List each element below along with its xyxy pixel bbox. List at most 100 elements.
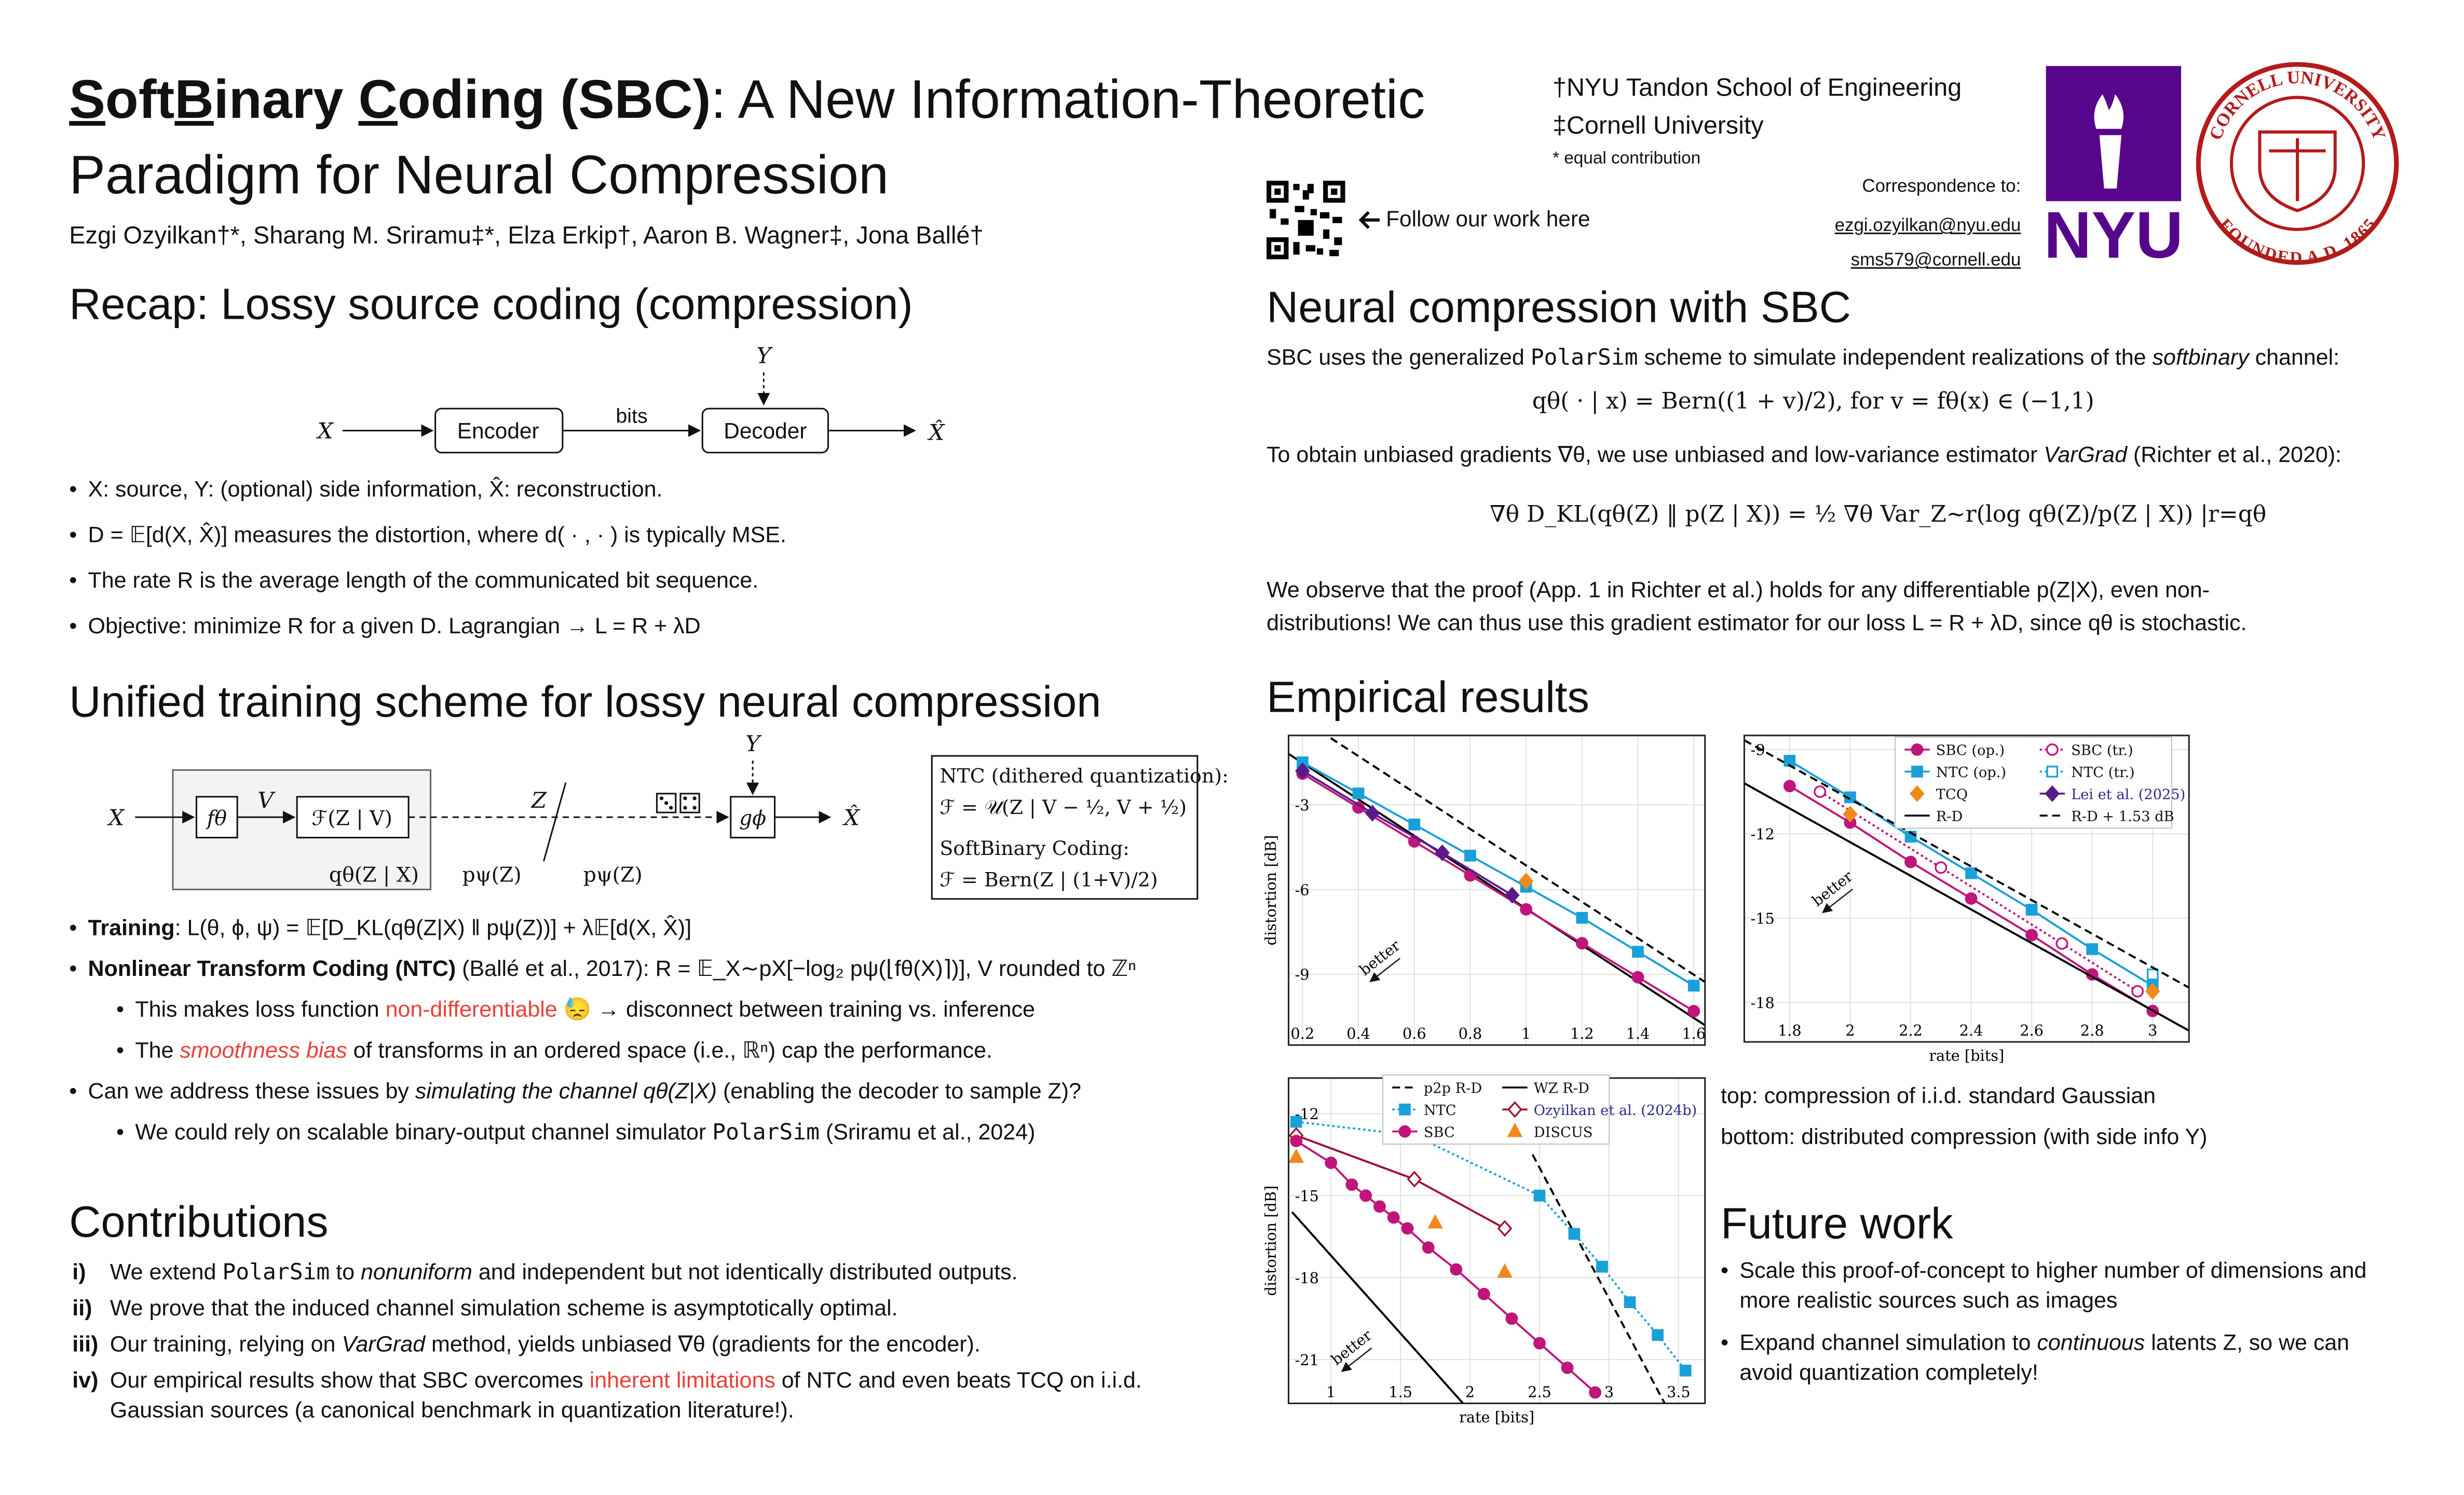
section-title: Recap: Lossy source coding (compression) <box>69 279 913 329</box>
point <box>2055 937 2068 950</box>
title-letter: r <box>292 71 314 131</box>
text-run: channel: <box>2249 346 2340 371</box>
x-tick-label: 1.2 <box>1570 1025 1594 1042</box>
title-letter: C <box>358 71 398 131</box>
text-run: PolarSim <box>712 1120 820 1146</box>
x-tick-label: 3 <box>1604 1383 1614 1401</box>
point <box>1596 1260 1608 1273</box>
text-run: simulating the channel qθ(Z|X) <box>415 1079 717 1105</box>
ntc-box <box>931 755 1199 900</box>
series-line <box>1291 1211 1464 1404</box>
text-run: : L(θ, ϕ, ψ) = 𝔼[D_KL(qθ(Z|X) ‖ pψ(Z))] … <box>174 916 692 942</box>
text-run: of transforms in an ordered space (i.e.,… <box>347 1039 992 1064</box>
text-run: We extend <box>110 1260 223 1286</box>
title-letter: n <box>479 71 512 131</box>
x-tick-label: 0.6 <box>1403 1025 1426 1042</box>
paragraph: SBC uses the generalized PolarSim scheme… <box>1267 346 2414 371</box>
bullet: D = 𝔼[d(X, X̂)] measures the distortion,… <box>69 522 1201 552</box>
point <box>1518 873 1534 890</box>
seal-inner <box>2229 96 2365 232</box>
text-run: Nonlinear Transform Coding (NTC) <box>88 957 456 983</box>
diagram-label: X̂ <box>842 804 861 831</box>
y-tick-label: -15 <box>1751 909 1775 927</box>
text-run: nonuniform <box>361 1260 472 1286</box>
text-run: 😓 → disconnect between training vs. infe… <box>557 998 1035 1023</box>
text-run: continuous <box>2037 1331 2145 1356</box>
text-run: of NTC and even beats TCQ on i.i.d. Gaus… <box>110 1368 1142 1424</box>
point <box>1561 1362 1574 1374</box>
title-letter: B <box>614 71 654 131</box>
point <box>1814 785 1827 798</box>
ntc-line: NTC (dithered quantization): <box>940 764 1229 787</box>
chart: 0.2 0.4 0.6 0.8 1 1.2 1.4 1.6 -3 -6 -9 distortion [… <box>1262 735 1706 1046</box>
y-axis-label: distortion [dB] <box>1262 835 1279 946</box>
x-tick-label: 2 <box>1465 1383 1475 1401</box>
series-line <box>1302 761 1695 987</box>
title-letter: ) <box>692 71 711 131</box>
y-tick-label: -15 <box>1295 1187 1319 1205</box>
text-run: To obtain unbiased gradients ∇θ, we use … <box>1267 443 2044 469</box>
legend-box <box>1895 736 2172 829</box>
contribution-text: Our empirical results show that SBC over… <box>110 1369 1142 1424</box>
seal-shield <box>2258 130 2337 212</box>
contribution-text: We prove that the induced channel simula… <box>110 1296 898 1322</box>
point <box>1290 1134 1303 1147</box>
point <box>2086 943 2099 955</box>
x-tick-label: 2.4 <box>1959 1022 1983 1039</box>
diagram-label: Y <box>756 343 773 368</box>
x-tick-label: 2.2 <box>1899 1022 1923 1039</box>
text-run: PolarSim <box>1530 346 1638 371</box>
title-letter <box>545 71 560 130</box>
legend-label: TCQ <box>1936 786 1968 803</box>
title-rest: : A New Information-Theoretic Paradigm f… <box>69 71 1425 206</box>
legend-label: SBC (tr.) <box>2071 743 2133 759</box>
point <box>1505 1312 1518 1325</box>
diagram-label: pψ(Z) <box>583 863 643 887</box>
contribution-items: i) We extend PolarSim to nonuniform and i… <box>69 1259 1201 1433</box>
title-letter: a <box>262 71 292 131</box>
diagram-label: X̂ <box>927 419 945 445</box>
diagram-label: Encoder <box>457 419 539 443</box>
affiliation: †NYU Tandon School of Engineering <box>1553 75 1962 102</box>
section-title: Contributions <box>69 1197 329 1246</box>
title-letter: i <box>213 71 229 131</box>
contribution: iii) Our training, relying on VarGrad met… <box>69 1331 1201 1361</box>
x-tick-label: 2.6 <box>2020 1022 2044 1039</box>
email: sms579@cornell.edu <box>1850 251 2021 270</box>
legend-label: NTC (op.) <box>1936 765 2006 781</box>
point <box>1422 1241 1435 1254</box>
point <box>1687 1004 1700 1017</box>
y-tick-label: -18 <box>1751 994 1775 1012</box>
text-run: PolarSim <box>222 1260 330 1286</box>
text-run: The <box>135 1039 180 1064</box>
x-tick-label: 2.8 <box>2080 1022 2104 1039</box>
bullet: X: source, Y: (optional) side informatio… <box>69 476 1201 506</box>
affiliations: †NYU Tandon School of Engineering ‡Cornel… <box>1553 71 1962 146</box>
point <box>1365 805 1380 822</box>
point <box>1965 892 1978 905</box>
title-letter: S <box>69 71 105 131</box>
text-run: (enabling the decoder to sample Z)? <box>717 1079 1081 1105</box>
legend-marker <box>1399 1103 1411 1116</box>
y-tick-label: -6 <box>1295 881 1310 899</box>
title-letter: i <box>464 71 479 131</box>
paragraph: We observe that the proof (App. 1 in Ric… <box>1267 578 2247 637</box>
title-letter: ( <box>560 71 579 131</box>
point <box>1497 1220 1513 1237</box>
text-run: SBC uses the generalized <box>1267 346 1531 371</box>
y-tick-label: -9 <box>1751 741 1765 758</box>
bullet: Can we address these issues by simulatin… <box>69 1078 1232 1108</box>
point <box>1624 1296 1636 1308</box>
legend-marker <box>1398 1125 1411 1138</box>
equation: ∇θ D_KL(qθ(Z) ‖ p(Z | X)) = ½ ∇θ Var_Z∼r… <box>1489 502 2267 528</box>
y-tick-label: -12 <box>1751 825 1775 843</box>
legend-label: DISCUS <box>1534 1124 1593 1140</box>
point <box>1295 762 1310 780</box>
legend-marker <box>1507 1122 1523 1137</box>
text-run: This makes loss function <box>135 998 386 1023</box>
x-tick-label: 1.4 <box>1626 1025 1650 1042</box>
contribution-number: ii) <box>72 1296 92 1322</box>
legend-marker <box>1507 1101 1522 1118</box>
authors: Ezgi Ozyilkan†*, Sharang M. Sriramu‡*, E… <box>69 223 984 250</box>
qr-code <box>1267 181 1345 260</box>
